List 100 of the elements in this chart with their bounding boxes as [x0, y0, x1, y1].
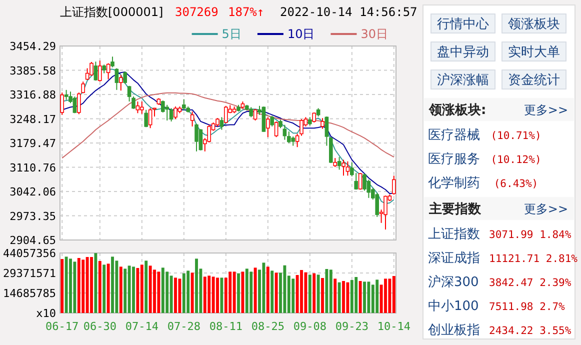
candlestick — [114, 68, 119, 90]
x-tick-label: 06-17 — [46, 320, 79, 333]
bar — [174, 278, 177, 313]
text: (10.71%) — [490, 130, 542, 142]
text: 盘中异动 — [437, 45, 489, 60]
candlestick — [384, 195, 388, 230]
category-label: 医疗服务 — [428, 152, 480, 167]
text: 领涨板块: — [428, 103, 486, 118]
bar — [178, 278, 182, 313]
bar — [195, 258, 198, 313]
text: 资金统计 — [508, 73, 560, 88]
category-label: 上证指数 — [428, 227, 480, 242]
category-label: 沪深300 — [428, 274, 479, 290]
y-tick-label: 3454.29 — [10, 40, 56, 53]
bar — [358, 280, 362, 313]
bar — [304, 272, 308, 313]
category-label: 中小100 — [428, 299, 479, 314]
bar — [334, 278, 337, 313]
candlestick — [320, 118, 324, 130]
candlestick — [220, 116, 224, 130]
candlestick — [119, 74, 123, 92]
candlestick — [266, 116, 270, 138]
bar — [94, 253, 98, 313]
y-tick-label: 3042.06 — [10, 186, 56, 198]
bar — [363, 282, 366, 313]
text: 行情中心 — [437, 16, 489, 32]
bar — [77, 258, 80, 313]
x-tick-label: 10-14 — [377, 320, 411, 333]
bar — [270, 270, 274, 313]
text: 187%↑ — [228, 5, 264, 19]
legend-label: 30日 — [360, 27, 388, 41]
candlestick — [194, 123, 198, 152]
bar — [346, 282, 350, 313]
bar — [136, 268, 140, 313]
candlestick — [94, 61, 98, 82]
candlestick — [165, 104, 169, 121]
candlestick — [291, 136, 295, 146]
text: 7511.98 2.7% — [489, 301, 565, 313]
text: 3071.99 1.84% — [489, 229, 572, 241]
candlestick — [106, 62, 110, 80]
candlestick — [324, 116, 329, 146]
bar — [329, 270, 332, 313]
y-tick-label: 3179.47 — [10, 137, 56, 150]
candlestick — [72, 96, 77, 114]
text: 11121.71 2.81% — [489, 253, 578, 265]
bar — [115, 260, 118, 313]
text: (10.12%) — [490, 154, 542, 166]
x-tick-label: 06-30 — [83, 320, 116, 333]
x-tick-label: 08-11 — [209, 320, 242, 333]
candlestick — [274, 120, 278, 138]
bar — [300, 270, 303, 313]
bar — [166, 272, 169, 313]
text: 主要指数 — [428, 201, 482, 217]
bar — [274, 272, 278, 313]
bar — [64, 256, 68, 313]
text: 2434.22 3.55% — [489, 325, 572, 337]
bar — [119, 266, 122, 313]
candlestick — [110, 56, 114, 68]
bar — [111, 256, 114, 313]
bar — [245, 268, 248, 313]
bar — [262, 262, 266, 313]
y-tick-label: 29371571 — [3, 267, 56, 280]
candlestick — [287, 130, 291, 144]
candlestick — [253, 108, 258, 121]
candlestick — [270, 115, 274, 127]
candlestick — [224, 105, 228, 124]
candlestick — [64, 89, 68, 100]
candlestick — [312, 112, 316, 123]
bar — [342, 280, 345, 313]
bar — [250, 272, 253, 313]
bar — [325, 269, 328, 313]
candlestick — [198, 128, 203, 151]
legend-label: 5日 — [222, 27, 242, 41]
bar — [216, 278, 219, 313]
x-tick-label: 08-25 — [251, 320, 284, 333]
y-tick-label: 2973.35 — [10, 210, 56, 223]
bar — [106, 264, 110, 313]
bar — [73, 262, 76, 313]
candlestick — [249, 106, 253, 118]
bar — [392, 276, 396, 313]
bar — [86, 257, 89, 313]
x-tick-label: 07-28 — [167, 320, 200, 333]
bar — [161, 268, 164, 313]
candlestick — [144, 109, 148, 128]
x-tick-label: 09-08 — [293, 320, 326, 333]
candlestick — [182, 98, 186, 112]
bar — [208, 276, 211, 313]
bar — [321, 278, 324, 313]
bar — [376, 280, 379, 313]
bar — [228, 272, 232, 313]
y-tick-label: x10 — [36, 307, 56, 320]
y-tick-label: 44057356 — [3, 247, 56, 260]
bar — [312, 273, 316, 313]
text: (6.43%) — [494, 178, 538, 190]
bar — [170, 276, 173, 313]
category-label: 化学制药 — [428, 176, 480, 191]
candlestick — [98, 60, 102, 82]
bar — [220, 278, 224, 313]
bar — [153, 270, 156, 313]
candlestick — [300, 118, 304, 136]
